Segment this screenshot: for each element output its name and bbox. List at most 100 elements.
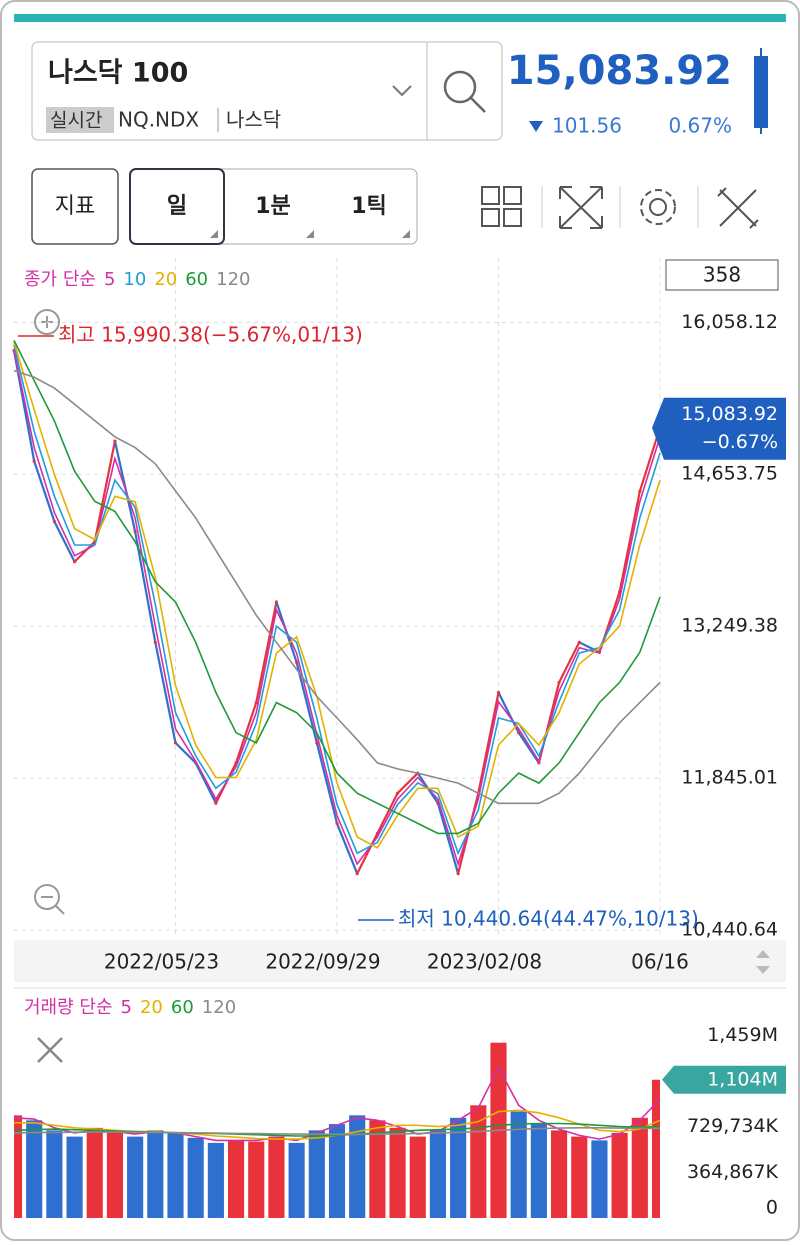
price-segment — [376, 792, 399, 834]
period-tab[interactable]: 일 — [167, 194, 187, 219]
legend-entry: 60 — [171, 997, 194, 1018]
indicator-button[interactable] — [31, 168, 119, 245]
legend-entry: 10 — [123, 269, 146, 290]
down-arrow — [529, 121, 543, 132]
scroll-arrows[interactable] — [756, 950, 770, 974]
search-icon-handle — [470, 97, 486, 113]
price-segment — [356, 832, 379, 875]
top-stripe — [14, 14, 786, 22]
y-tick-label: 14,653.75 — [681, 463, 778, 485]
last-price: 15,083.92 — [681, 403, 778, 425]
count-box — [665, 259, 779, 291]
period-tab[interactable]: 1분 — [255, 194, 291, 219]
price-point — [52, 519, 56, 524]
price-point — [395, 791, 400, 795]
volume-bar — [26, 1120, 43, 1218]
settings-icon[interactable] — [640, 189, 676, 225]
legend-title: 거래량 단순 — [24, 997, 113, 1018]
volume-bar — [409, 1136, 426, 1218]
zoom-out-minus — [41, 896, 65, 915]
price-point — [517, 731, 521, 735]
y-tick-label: 10,440.64 — [681, 918, 778, 940]
price-point — [537, 761, 541, 765]
x-tick-label: 2023/02/08 — [427, 950, 542, 974]
volume-bar — [227, 1140, 245, 1218]
price-segment — [154, 642, 177, 744]
legend-entry: 5 — [104, 269, 115, 290]
price-point — [335, 821, 339, 825]
price-segment — [436, 802, 460, 874]
volume-bar — [591, 1140, 608, 1218]
price-point — [173, 741, 178, 745]
volume-bar — [530, 1124, 547, 1218]
price: 15,083.92 — [507, 48, 732, 94]
volume-bar — [369, 1120, 386, 1218]
volume-bar — [349, 1115, 366, 1218]
last-price-tag — [652, 397, 786, 460]
corner-marks — [210, 230, 410, 238]
volume-bar — [571, 1136, 588, 1218]
legend-entry: 20 — [154, 269, 177, 290]
date-axis — [14, 940, 786, 982]
price-point — [72, 560, 77, 564]
price-segment — [174, 742, 197, 764]
price-point — [355, 872, 359, 876]
volume-bar — [106, 1131, 124, 1218]
volume-bar — [450, 1117, 467, 1218]
period-tab[interactable]: 1틱 — [351, 194, 387, 219]
close-icon[interactable] — [37, 1037, 63, 1063]
price-point — [577, 640, 581, 644]
price-point — [295, 660, 299, 664]
zoom-in[interactable] — [34, 309, 60, 335]
volume-bar — [429, 1130, 447, 1218]
price-segment — [477, 692, 500, 794]
price-segment — [335, 822, 359, 875]
price-segment — [255, 601, 278, 703]
mini-candle — [754, 56, 768, 128]
price-point — [113, 439, 117, 443]
volume-bar — [167, 1132, 184, 1218]
volume-bar — [268, 1136, 285, 1218]
legend-title: 종가 단순 — [24, 269, 96, 290]
indicator-label: 지표 — [55, 194, 95, 219]
y-tick-label: 11,845.01 — [681, 767, 778, 789]
tag: 실시간 — [50, 110, 102, 132]
symbol-code: NQ.NDX — [118, 108, 199, 132]
last-volume-tag — [662, 1065, 786, 1094]
symbol-name: 나스닥 100 — [48, 58, 188, 89]
x-tick-label: 06/16 — [631, 950, 689, 974]
change-pct: 0.67% — [668, 114, 732, 138]
period-selected[interactable] — [129, 168, 225, 245]
price-segment — [315, 742, 339, 824]
zoom-out[interactable] — [34, 884, 60, 910]
change: 101.56 — [552, 114, 622, 138]
ma-line — [13, 341, 661, 849]
x-tick-label: 2022/09/29 — [265, 950, 380, 974]
volume-bar — [328, 1124, 346, 1218]
price-point — [214, 801, 218, 805]
volume-bar — [127, 1136, 144, 1218]
volume-bar — [207, 1142, 224, 1218]
volume-bar — [288, 1142, 305, 1218]
search-box[interactable] — [31, 41, 503, 141]
legend-entry: 20 — [140, 997, 163, 1018]
price-point — [456, 872, 460, 876]
tools-icon[interactable] — [717, 187, 759, 229]
search-icon[interactable] — [443, 70, 477, 104]
layout-icon[interactable] — [481, 186, 522, 227]
dropdown-icon[interactable] — [392, 85, 412, 97]
volume-bar — [308, 1130, 325, 1218]
expand-icon[interactable] — [559, 186, 603, 229]
count-label: 358 — [703, 263, 741, 287]
price-point — [32, 459, 36, 463]
market: 나스닥 — [226, 108, 281, 132]
y-tick-label: 13,249.38 — [681, 615, 778, 637]
price-point — [557, 680, 561, 685]
price-point — [274, 600, 279, 604]
y-tick-label: 364,867K — [687, 1161, 779, 1183]
volume-bar — [550, 1130, 568, 1218]
volume-ma-line — [13, 1127, 660, 1136]
y-tick-label: 16,058.12 — [681, 311, 778, 333]
volume-bar — [389, 1127, 406, 1218]
